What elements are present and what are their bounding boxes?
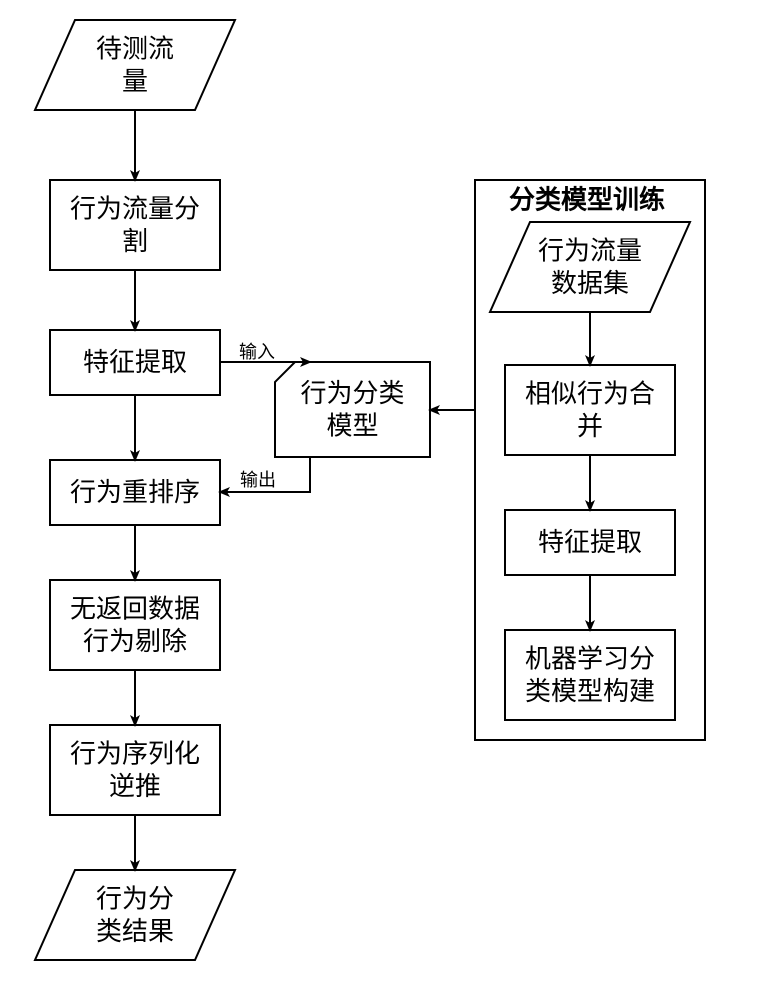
node-text: 无返回数据: [70, 594, 200, 623]
node-text: 特征提取: [83, 348, 187, 377]
node-text: 逆推: [109, 772, 161, 801]
node-text: 机器学习分: [525, 644, 655, 673]
node-text: 割: [122, 227, 148, 256]
edge-label: 输入: [239, 342, 275, 362]
flowchart-canvas: 待测流量行为流量分割特征提取行为分类模型行为重排序无返回数据行为剔除行为序列化逆…: [0, 0, 765, 1000]
node-text: 数据集: [551, 269, 629, 298]
edge-label: 输出: [240, 470, 276, 490]
node-model: [275, 362, 430, 457]
node-text: 相似行为合: [525, 379, 655, 408]
node-text: 行为流量: [538, 236, 642, 265]
node-text: 模型: [326, 411, 378, 440]
node-text: 并: [577, 412, 603, 441]
node-text: 行为剔除: [83, 627, 187, 656]
node-text: 量: [122, 67, 148, 96]
node-text: 类模型构建: [525, 677, 655, 706]
node-text: 待测流: [96, 34, 174, 63]
node-text: 类结果: [96, 917, 174, 946]
node-text: 行为分: [96, 884, 174, 913]
node-text: 行为序列化: [70, 739, 200, 768]
node-text: 行为分类: [300, 379, 404, 408]
node-text: 行为流量分: [70, 194, 200, 223]
node-text: 分类模型训练: [509, 185, 665, 215]
node-text: 特征提取: [538, 528, 642, 557]
node-text: 行为重排序: [70, 478, 200, 507]
